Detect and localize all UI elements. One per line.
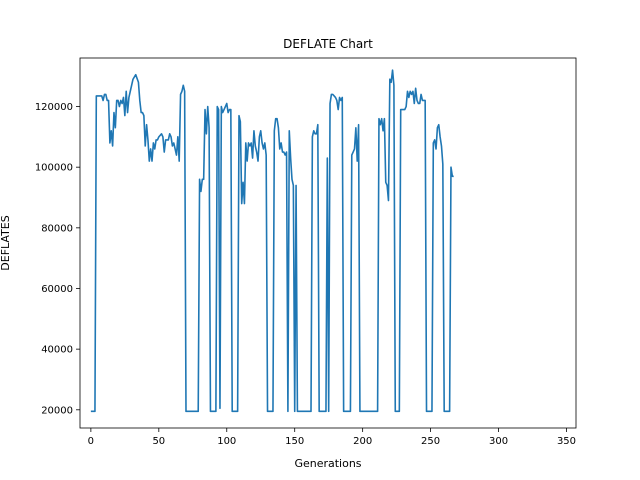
plot-area-frame (79, 57, 577, 429)
y-axis-title: DEFLATES (0, 215, 12, 270)
x-tick-label: 150 (285, 436, 304, 447)
x-tick-label: 200 (353, 436, 372, 447)
y-axis-ticks: 20000 40000 60000 80000 100000 120000 (35, 102, 80, 416)
deflates-series-line (90, 69, 454, 413)
x-tick-label: 0 (88, 436, 94, 447)
x-tick-label: 100 (217, 436, 236, 447)
x-tick-label: 250 (421, 436, 440, 447)
x-tick-label: 350 (557, 436, 576, 447)
chart-title: DEFLATE Chart (283, 37, 373, 51)
x-axis-title: Generations (294, 457, 361, 470)
x-tick-label: 50 (152, 436, 165, 447)
y-tick-label: 60000 (41, 284, 73, 295)
x-tick-label: 300 (489, 436, 508, 447)
x-axis-ticks: 0 50 100 150 200 250 300 350 (88, 428, 576, 447)
y-tick-label: 20000 (41, 405, 73, 416)
y-tick-label: 120000 (35, 102, 73, 113)
y-tick-label: 40000 (41, 345, 73, 356)
y-tick-label: 80000 (41, 223, 73, 234)
y-tick-label: 100000 (35, 163, 73, 174)
